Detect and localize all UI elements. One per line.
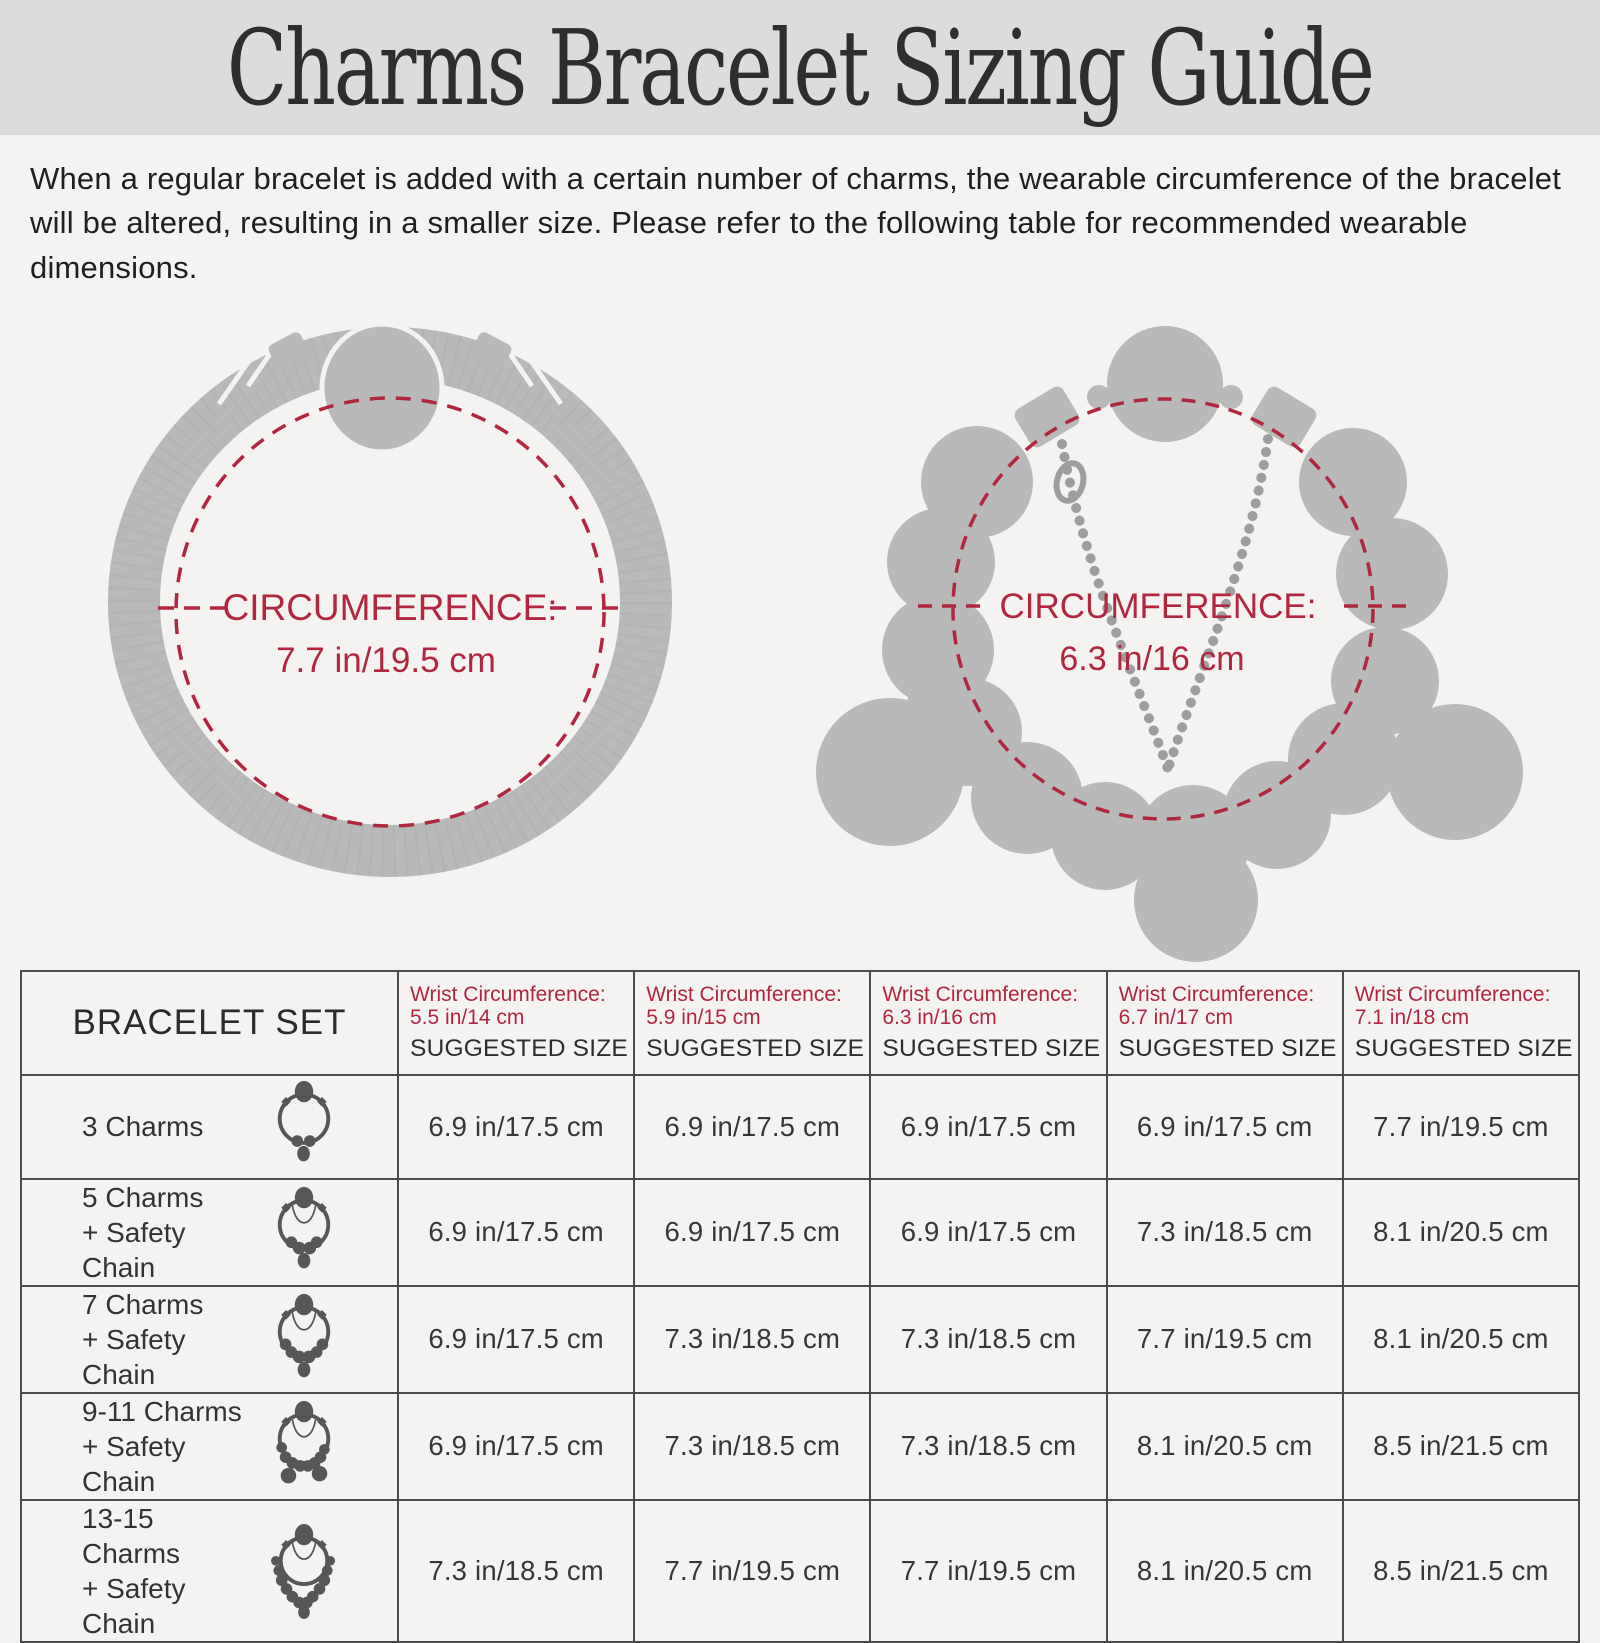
size-value: 7.7 in/19.5 cm (1341, 1073, 1581, 1180)
wrist-label: Wrist Circumference: (882, 982, 1079, 1006)
bracelet-set-cell: 7 Charms + Safety Chain (19, 1284, 400, 1394)
clasp-bead (319, 321, 445, 455)
size-value: 8.1 in/20.5 cm (1341, 1177, 1581, 1287)
wrist-column-header-5: Wrist Circumference: 7.1 in/18 cm SUGGES… (1341, 969, 1581, 1076)
size-value: 8.1 in/20.5 cm (1105, 1391, 1344, 1501)
bracelet-7-charms-icon (277, 1293, 331, 1378)
set-name: 13-15 Charms (82, 1502, 181, 1569)
bracelet-5-charms-icon (277, 1186, 331, 1269)
wrist-value: 7.1 in/18 cm (1354, 1006, 1470, 1030)
size-value: 6.9 in/17.5 cm (397, 1391, 636, 1501)
suggested-size-label: SUGGESTED SIZE (410, 1035, 628, 1063)
set-name-2: + Safety Chain (82, 1216, 186, 1283)
intro-text: When a regular bracelet is added with a … (30, 161, 1562, 285)
bracelet-13-15-charms-icon (271, 1524, 336, 1620)
size-value: 7.3 in/18.5 cm (633, 1391, 872, 1501)
bracelet-set-cell: 13-15 Charms + Safety Chain (19, 1498, 400, 1643)
table-row: 7 Charms + Safety Chain (19, 1284, 1581, 1394)
bracelet-set-header: BRACELET SET (19, 969, 400, 1076)
suggested-size-label: SUGGESTED SIZE (1354, 1035, 1573, 1063)
table-row: 9-11 Charms + Safety Chain (19, 1391, 1581, 1501)
bracelet-set-cell: 3 Charms (19, 1073, 400, 1180)
wrist-column-header-1: Wrist Circumference: 5.5 in/14 cm SUGGES… (397, 969, 636, 1076)
suggested-size-label: SUGGESTED SIZE (646, 1035, 865, 1063)
size-value: 6.9 in/17.5 cm (869, 1073, 1108, 1180)
size-value: 7.7 in/19.5 cm (1105, 1284, 1344, 1394)
dangle-charm-bottom (1134, 837, 1258, 962)
charm-circumference-value: 6.3 in/16 cm (1059, 640, 1244, 678)
size-value: 8.1 in/20.5 cm (1341, 1284, 1581, 1394)
set-name: 7 Charms (82, 1288, 204, 1320)
size-value: 6.9 in/17.5 cm (633, 1073, 872, 1180)
plain-circumference-value: 7.7 in/19.5 cm (276, 641, 496, 680)
size-value: 7.3 in/18.5 cm (869, 1284, 1108, 1394)
size-value: 7.3 in/18.5 cm (1105, 1177, 1344, 1287)
circumference-dashed-circle (174, 396, 606, 828)
size-value: 7.3 in/18.5 cm (633, 1284, 872, 1394)
suggested-size-label: SUGGESTED SIZE (1118, 1035, 1337, 1063)
safety-chain (1053, 433, 1273, 774)
sizing-table: BRACELET SET Wrist Circumference: 5.5 in… (19, 969, 1581, 1643)
set-name: 5 Charms (82, 1181, 204, 1213)
band-crimp-right (470, 332, 512, 370)
wrist-value: 5.9 in/15 cm (646, 1006, 761, 1030)
sizing-table-wrap: BRACELET SET Wrist Circumference: 5.5 in… (19, 969, 1581, 1643)
bracelet-set-cell: 9-11 Charms + Safety Chain (19, 1391, 400, 1501)
set-name: 3 Charms (82, 1111, 204, 1143)
wrist-column-header-4: Wrist Circumference: 6.7 in/17 cm SUGGES… (1105, 969, 1344, 1076)
size-value: 8.5 in/21.5 cm (1341, 1391, 1581, 1501)
wrist-label: Wrist Circumference: (646, 982, 842, 1006)
size-value: 6.9 in/17.5 cm (397, 1073, 636, 1180)
bracelet-set-cell: 5 Charms + Safety Chain (19, 1177, 400, 1287)
title-banner: Charms Bracelet Sizing Guide (0, 0, 1600, 135)
dangle-charm-left (816, 697, 964, 846)
set-name-2: + Safety Chain (82, 1323, 186, 1390)
circumference-dashed-circle (951, 397, 1375, 821)
size-value: 8.5 in/21.5 cm (1341, 1498, 1581, 1643)
set-name-2: + Safety Chain (82, 1572, 186, 1639)
page-title: Charms Bracelet Sizing Guide (227, 6, 1375, 129)
bracelet-9-11-charms-icon (276, 1400, 331, 1484)
size-value: 6.9 in/17.5 cm (397, 1284, 636, 1394)
dangle-charm-right (1387, 703, 1523, 840)
table-row: 13-15 Charms + Safety Chain (19, 1498, 1581, 1643)
size-value: 7.3 in/18.5 cm (869, 1391, 1108, 1501)
table-row: 5 Charms + Safety Chain (19, 1177, 1581, 1287)
wrist-value: 5.5 in/14 cm (410, 1006, 525, 1030)
charm-beads (816, 325, 1523, 962)
charm-circumference-label: CIRCUMFERENCE: (1000, 587, 1317, 626)
wrist-column-header-2: Wrist Circumference: 5.9 in/15 cm SUGGES… (633, 969, 872, 1076)
wrist-label: Wrist Circumference: (410, 982, 606, 1006)
set-name-2: + Safety Chain (82, 1430, 186, 1497)
wrist-label: Wrist Circumference: (1118, 982, 1315, 1006)
size-value: 8.1 in/20.5 cm (1105, 1498, 1344, 1643)
size-value: 6.9 in/17.5 cm (1105, 1073, 1344, 1180)
size-value: 6.9 in/17.5 cm (397, 1177, 636, 1287)
table-row: 3 Charms (19, 1073, 1581, 1180)
plain-circumference-label: CIRCUMFERENCE: (222, 587, 557, 628)
wrist-value: 6.3 in/16 cm (882, 1006, 997, 1030)
size-value: 7.7 in/19.5 cm (633, 1498, 872, 1643)
wrist-value: 6.7 in/17 cm (1118, 1006, 1233, 1030)
suggested-size-label: SUGGESTED SIZE (882, 1035, 1101, 1063)
wrist-label: Wrist Circumference: (1354, 982, 1551, 1006)
charm-bracelet-illustration: CIRCUMFERENCE: 6.3 in/16 cm (816, 325, 1523, 962)
wrist-column-header-3: Wrist Circumference: 6.3 in/16 cm SUGGES… (869, 969, 1108, 1076)
band-crimp-left (268, 332, 310, 370)
set-name: 9-11 Charms (82, 1395, 242, 1427)
bracelet-illustrations: CIRCUMFERENCE: 7.7 in/19.5 cm (0, 292, 1600, 964)
size-value: 6.9 in/17.5 cm (633, 1177, 872, 1287)
table-header-row: BRACELET SET Wrist Circumference: 5.5 in… (19, 969, 1581, 1076)
size-value: 7.3 in/18.5 cm (397, 1498, 636, 1643)
size-value: 6.9 in/17.5 cm (869, 1177, 1108, 1287)
bracelet-3-charms-icon (277, 1081, 331, 1162)
size-value: 7.7 in/19.5 cm (869, 1498, 1108, 1643)
plain-bracelet-illustration: CIRCUMFERENCE: 7.7 in/19.5 cm (108, 321, 672, 877)
